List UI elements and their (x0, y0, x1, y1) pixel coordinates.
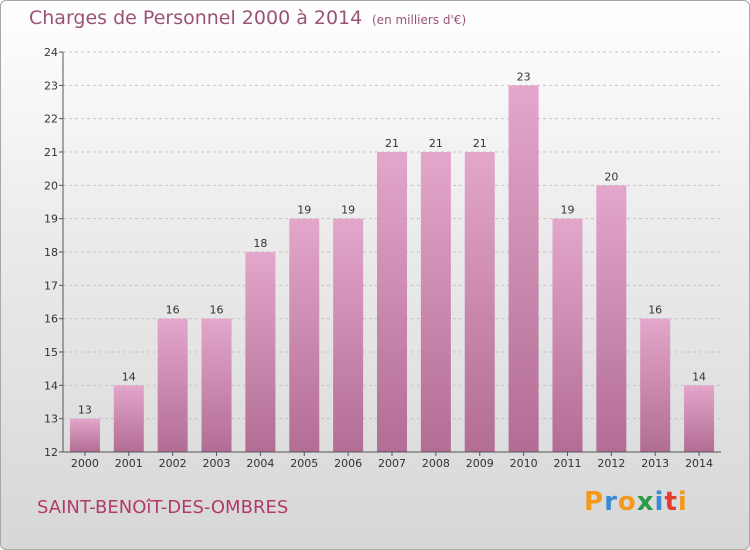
bar-value-label: 16 (648, 304, 662, 317)
bar-value-label: 21 (385, 137, 399, 150)
x-tick-label: 2001 (115, 457, 143, 470)
bar-value-label: 14 (122, 370, 136, 383)
bars: 13 14 16 16 18 19 19 21 21 21 23 19 20 16 14 (69, 70, 715, 453)
logo-letter: o (617, 487, 637, 517)
bar-value-label: 16 (166, 304, 180, 317)
x-tick-label: 2007 (378, 457, 406, 470)
bar (333, 218, 364, 452)
x-tick-label: 2000 (71, 457, 99, 470)
axes: 12 13 14 15 16 17 18 19 20 21 22 23 24 2000 2001 2002 20… (44, 46, 721, 470)
bar (289, 218, 320, 452)
x-tick-label: 2004 (246, 457, 274, 470)
x-tick-label: 2011 (553, 457, 581, 470)
bar-value-label: 20 (604, 170, 618, 183)
bar (464, 152, 495, 452)
y-tick-label: 14 (44, 379, 58, 392)
chart-unit: (en milliers d'€) (372, 13, 467, 27)
bar (157, 318, 188, 452)
bar (596, 185, 627, 453)
y-tick-label: 24 (44, 46, 58, 59)
bar (420, 152, 451, 452)
y-tick-label: 20 (44, 179, 58, 192)
y-tick-label: 18 (44, 246, 58, 259)
x-tick-label: 2002 (159, 457, 187, 470)
bar (508, 85, 539, 452)
bar-value-label: 21 (473, 137, 487, 150)
y-tick-label: 17 (44, 279, 58, 292)
y-tick-label: 22 (44, 113, 58, 126)
place-name: SAINT-BENOîT-DES-OMBRES (37, 497, 289, 518)
bar (245, 252, 276, 452)
logo-letter: P (584, 487, 605, 517)
bar-value-label: 21 (429, 137, 443, 150)
chart-title: Charges de Personnel 2000 à 2014 (29, 7, 363, 29)
x-tick-label: 2009 (466, 457, 494, 470)
bar (640, 318, 671, 452)
y-tick-label: 13 (44, 413, 58, 426)
bar-value-label: 19 (560, 204, 574, 217)
x-tick-label: 2008 (422, 457, 450, 470)
y-tick-label: 16 (44, 313, 58, 326)
bar-value-label: 13 (78, 404, 92, 417)
bar-value-label: 19 (297, 204, 311, 217)
x-tick-label: 2014 (685, 457, 713, 470)
bar (113, 385, 144, 452)
bar (552, 218, 583, 452)
bar-value-label: 14 (692, 370, 706, 383)
bar (69, 418, 100, 452)
logo-letter: i (654, 487, 665, 517)
bar-value-label: 16 (210, 304, 224, 317)
bar (377, 152, 407, 452)
y-tick-label: 15 (44, 346, 58, 359)
bar-value-label: 19 (341, 204, 355, 217)
y-tick-label: 12 (44, 446, 58, 459)
logo-letter: x (636, 487, 655, 517)
x-tick-label: 2003 (203, 457, 231, 470)
logo-letter: t (664, 487, 678, 517)
proxiti-logo[interactable]: Proxiti (584, 487, 688, 517)
x-tick-label: 2013 (641, 457, 669, 470)
y-tick-label: 21 (44, 146, 58, 159)
x-tick-label: 2006 (334, 457, 362, 470)
logo-letter: i (677, 487, 688, 517)
x-tick-label: 2012 (597, 457, 625, 470)
y-tick-label: 23 (44, 79, 58, 92)
x-tick-label: 2010 (510, 457, 538, 470)
x-tick-label: 2005 (290, 457, 318, 470)
logo-letter: r (604, 487, 618, 517)
bar (684, 385, 715, 452)
y-tick-label: 19 (44, 213, 58, 226)
bar-value-label: 23 (517, 70, 531, 83)
bar-value-label: 18 (253, 237, 267, 250)
bar (201, 318, 232, 452)
